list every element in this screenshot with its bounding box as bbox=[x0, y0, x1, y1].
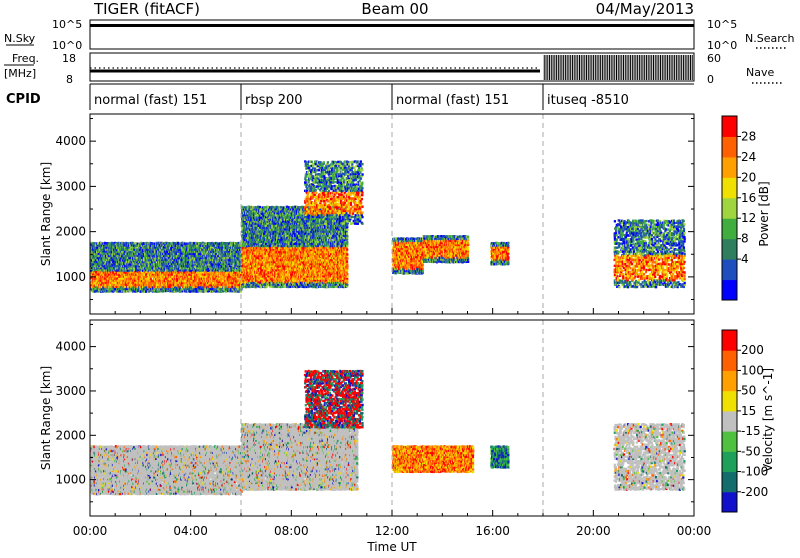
freq-tick-top: 18 bbox=[62, 52, 76, 65]
data-cell bbox=[174, 290, 176, 292]
cpid-label: CPID bbox=[6, 92, 41, 107]
nsky-tick-top: 10^5 bbox=[52, 18, 82, 31]
freq-tick-bottom: 8 bbox=[66, 73, 73, 86]
nave-tick-bottom: 0 bbox=[707, 73, 714, 86]
nave-trace bbox=[544, 55, 692, 80]
nsky-label: N.Sky bbox=[4, 32, 36, 45]
freq-unit: [MHz] bbox=[4, 67, 36, 80]
beam-title: Beam 00 bbox=[361, 0, 428, 18]
cpid-strip: CPID normal (fast) 151 rbsp 200 normal (fa… bbox=[6, 84, 694, 110]
nsky-tick-bottom: 10^0 bbox=[52, 39, 82, 52]
nsky-trace bbox=[90, 24, 694, 27]
power-data-layer bbox=[90, 114, 686, 314]
freq-label: Freq. bbox=[12, 52, 39, 65]
date-title: 04/May/2013 bbox=[596, 0, 694, 18]
nave-label: Nave bbox=[746, 66, 774, 79]
cpid-segment-label: normal (fast) 151 bbox=[396, 93, 509, 108]
data-cell bbox=[145, 290, 147, 292]
data-cell bbox=[240, 290, 242, 292]
cpid-segment-label: normal (fast) 151 bbox=[94, 93, 207, 108]
nsearch-tick-bottom: 10^0 bbox=[707, 39, 737, 52]
nsearch-label: N.Search bbox=[745, 32, 795, 45]
nave-tick-top: 60 bbox=[707, 52, 721, 65]
radar-title: TIGER (fitACF) bbox=[93, 0, 200, 18]
freq-panel: Freq. [MHz] 18 8 60 0 Nave bbox=[4, 52, 782, 86]
nsky-panel: N.Sky 10^5 10^0 10^5 10^0 N.Search bbox=[4, 18, 795, 52]
cpid-segment-label: ituseq -8510 bbox=[547, 93, 629, 108]
nsearch-tick-top: 10^5 bbox=[707, 18, 737, 31]
cpid-segment-label: rbsp 200 bbox=[245, 93, 303, 108]
data-cell bbox=[195, 288, 197, 290]
